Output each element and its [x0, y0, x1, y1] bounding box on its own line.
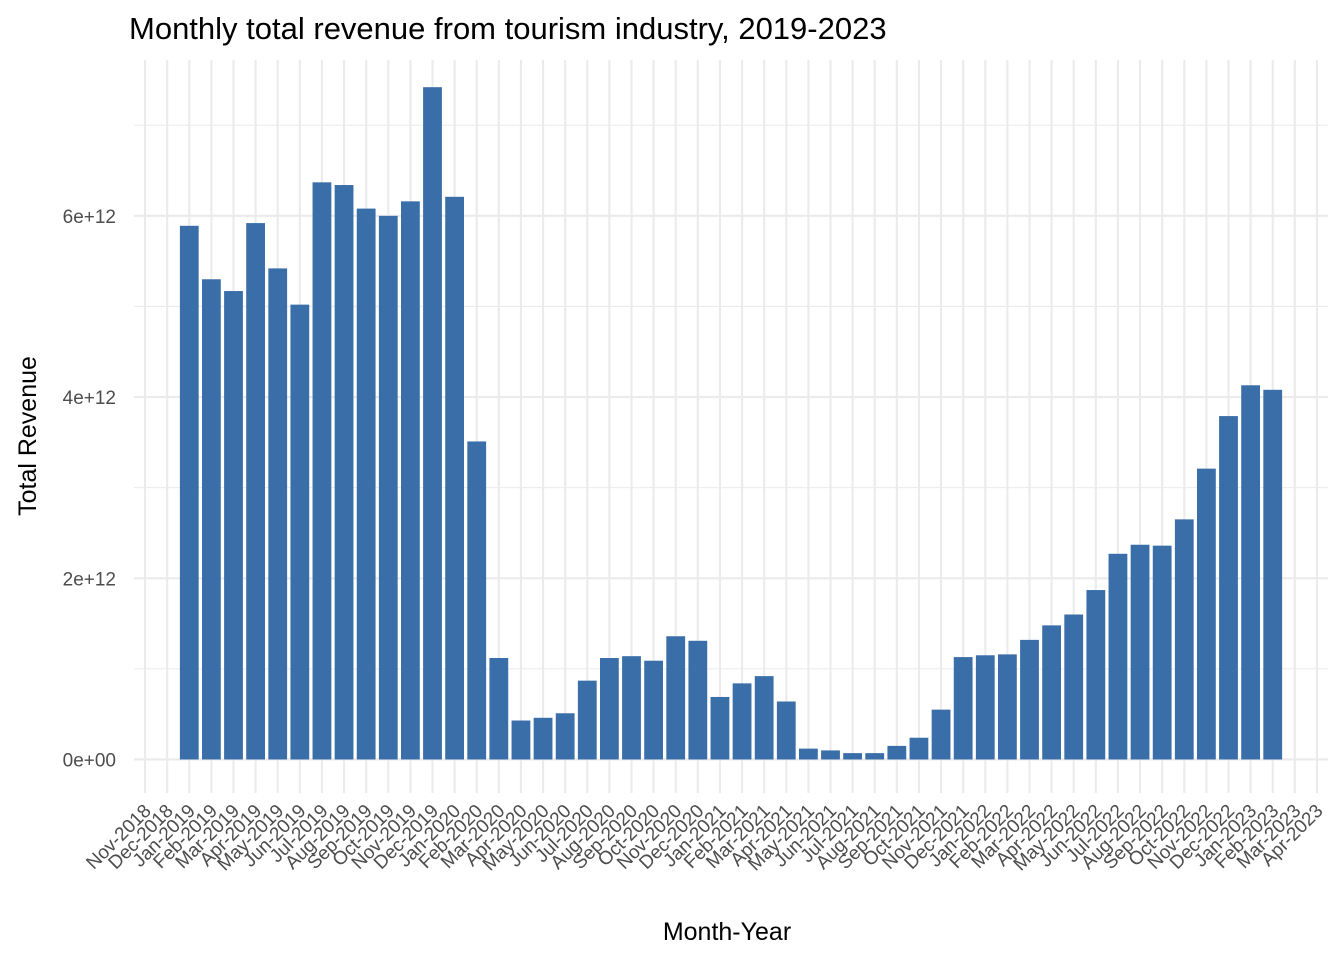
bar-aug-2022	[1130, 544, 1150, 760]
bar-oct-2021	[909, 737, 929, 760]
bar-sep-2020	[622, 656, 641, 760]
bar-jan-2020	[445, 196, 465, 760]
bar-apr-2020	[511, 720, 531, 760]
bar-feb-2023	[1263, 389, 1283, 760]
y-tick-label: 2e+12	[63, 569, 116, 590]
chart-title: Monthly total revenue from tourism indus…	[129, 11, 887, 46]
bar-sep-2022	[1152, 545, 1172, 760]
y-tick-label: 6e+12	[63, 207, 116, 228]
bar-jan-2019	[179, 225, 199, 760]
y-tick-label: 0e+00	[63, 750, 116, 771]
bar-may-2019	[268, 268, 288, 760]
bar-may-2020	[533, 717, 553, 760]
bar-mar-2020	[489, 657, 509, 760]
bar-jan-2021	[710, 696, 730, 760]
bar-may-2021	[798, 748, 818, 760]
bar-nov-2022	[1196, 468, 1216, 760]
bar-dec-2020	[688, 640, 708, 760]
y-axis-tick-labels: 0e+00 2e+12 4e+12 6e+12	[63, 207, 116, 772]
bars	[179, 87, 1283, 760]
x-axis-title: Month-Year	[663, 918, 791, 946]
bar-sep-2019	[356, 208, 376, 760]
bar-apr-2022	[1042, 625, 1062, 760]
bar-feb-2022	[997, 654, 1017, 760]
bar-oct-2020	[644, 660, 664, 760]
bar-feb-2019	[201, 279, 221, 760]
bar-jul-2021	[843, 753, 863, 760]
bar-jun-2020	[555, 713, 575, 760]
bar-jul-2020	[577, 680, 597, 760]
bar-jul-2019	[312, 182, 332, 760]
bar-jul-2022	[1108, 553, 1128, 760]
bar-sep-2021	[887, 745, 907, 760]
x-axis-tick-labels: Nov-2018Dec-2018Jan-2019Feb-2019Mar-2019…	[82, 801, 1327, 876]
bar-mar-2021	[754, 676, 774, 760]
bar-oct-2022	[1174, 519, 1194, 760]
bar-nov-2021	[931, 709, 951, 760]
bar-aug-2020	[599, 657, 619, 760]
bar-apr-2019	[246, 223, 266, 760]
bar-jun-2019	[290, 304, 310, 760]
bar-mar-2019	[224, 291, 243, 760]
y-tick-label: 4e+12	[63, 388, 116, 409]
bar-dec-2021	[953, 657, 973, 760]
bar-jan-2022	[975, 655, 995, 760]
y-axis-title: Total Revenue	[14, 356, 42, 516]
bar-jun-2022	[1086, 590, 1106, 760]
bar-feb-2021	[732, 683, 752, 760]
bar-feb-2020	[467, 441, 487, 760]
bar-apr-2021	[776, 701, 796, 760]
bar-oct-2019	[378, 215, 398, 760]
bar-mar-2022	[1020, 639, 1039, 760]
bar-aug-2021	[865, 753, 885, 760]
bar-jun-2021	[821, 750, 840, 760]
bar-dec-2019	[423, 87, 442, 760]
bar-aug-2019	[334, 185, 354, 760]
bar-jan-2023	[1241, 385, 1261, 760]
bar-nov-2019	[400, 201, 420, 760]
bar-nov-2020	[666, 636, 686, 760]
bar-dec-2022	[1219, 416, 1238, 760]
bar-may-2022	[1064, 614, 1084, 760]
